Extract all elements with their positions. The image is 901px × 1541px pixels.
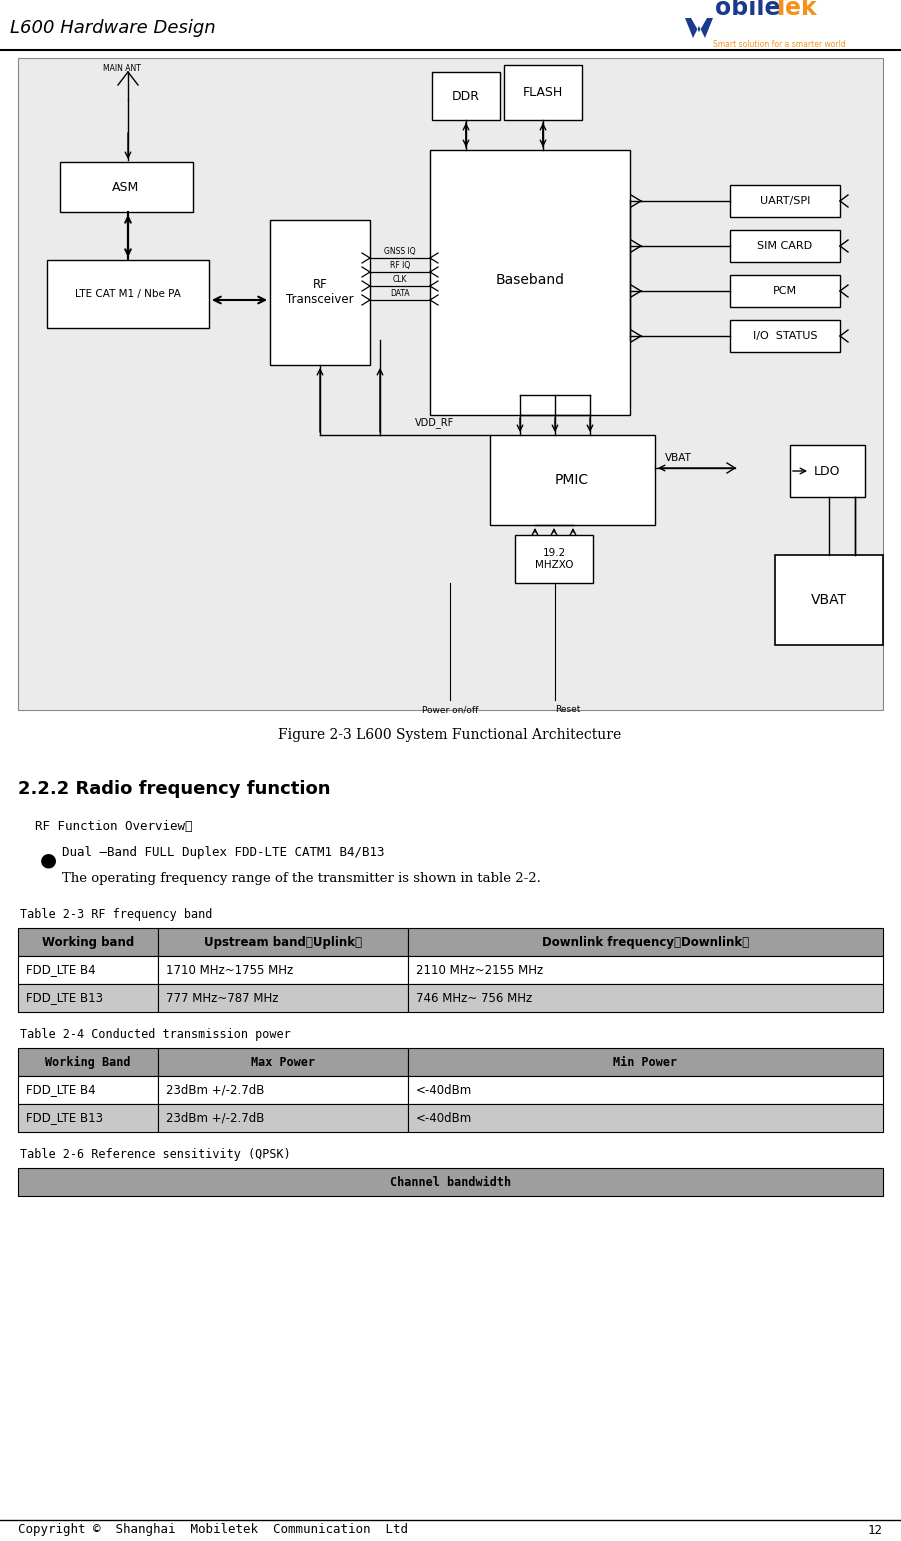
Bar — [18, 1168, 883, 1196]
Text: MAIN ANT: MAIN ANT — [103, 63, 141, 72]
Text: Channel bandwidth: Channel bandwidth — [390, 1176, 511, 1188]
Text: LTE CAT M1 / Nbe PA: LTE CAT M1 / Nbe PA — [75, 290, 181, 299]
Text: Table 2-3 RF frequency band: Table 2-3 RF frequency band — [20, 908, 213, 922]
Bar — [408, 955, 883, 985]
Bar — [158, 955, 408, 985]
Text: Power on/off: Power on/off — [422, 704, 478, 713]
Text: VBAT: VBAT — [665, 453, 692, 462]
Text: <-40dBm: <-40dBm — [416, 1083, 472, 1097]
Text: Reset: Reset — [555, 704, 580, 713]
Text: DDR: DDR — [452, 89, 480, 103]
Text: Upstream band（Uplink）: Upstream band（Uplink） — [204, 935, 362, 949]
Bar — [18, 955, 158, 985]
Text: Smart solution for a smarter world: Smart solution for a smarter world — [713, 40, 846, 49]
Text: DATA: DATA — [390, 290, 410, 297]
Bar — [432, 72, 500, 120]
Text: Table 2-6 Reference sensitivity (QPSK): Table 2-6 Reference sensitivity (QPSK) — [20, 1148, 291, 1160]
Text: <-40dBm: <-40dBm — [416, 1111, 472, 1125]
Text: Working band: Working band — [41, 935, 134, 949]
Bar — [18, 1048, 158, 1076]
Text: PMIC: PMIC — [555, 473, 589, 487]
Text: L600 Hardware Design: L600 Hardware Design — [10, 18, 215, 37]
Bar — [270, 220, 370, 365]
Text: SIM CARD: SIM CARD — [758, 240, 813, 251]
Bar — [408, 1048, 883, 1076]
Text: 1710 MHz~1755 MHz: 1710 MHz~1755 MHz — [166, 963, 293, 977]
Text: 777 MHz~787 MHz: 777 MHz~787 MHz — [166, 991, 278, 1005]
Bar — [47, 260, 209, 328]
Text: ●: ● — [40, 851, 57, 869]
Bar — [515, 535, 593, 582]
Text: RF
Transceiver: RF Transceiver — [287, 277, 354, 307]
Text: Tek: Tek — [773, 0, 818, 20]
Bar — [18, 1076, 158, 1103]
Text: 12: 12 — [868, 1524, 883, 1536]
Bar — [730, 321, 840, 351]
Text: 2.2.2 Radio frequency function: 2.2.2 Radio frequency function — [18, 780, 331, 798]
Bar — [60, 162, 193, 213]
Bar — [730, 185, 840, 217]
Text: 19.2
MHZXO: 19.2 MHZXO — [535, 549, 573, 570]
Text: LDO: LDO — [814, 464, 841, 478]
Bar — [490, 435, 655, 525]
Text: FDD_LTE B4: FDD_LTE B4 — [26, 1083, 96, 1097]
Text: CLK: CLK — [393, 274, 407, 284]
Text: 746 MHz~ 756 MHz: 746 MHz~ 756 MHz — [416, 991, 532, 1005]
Text: RF Function Overview：: RF Function Overview： — [35, 820, 193, 834]
Text: Copyright ©  Shanghai  Mobiletek  Communication  Ltd: Copyright © Shanghai Mobiletek Communica… — [18, 1524, 408, 1536]
Text: Working Band: Working Band — [45, 1056, 131, 1068]
Bar — [408, 985, 883, 1012]
Bar — [430, 149, 630, 415]
Bar — [158, 1048, 408, 1076]
Text: VDD_RF: VDD_RF — [415, 418, 455, 428]
Bar — [790, 445, 865, 498]
Text: Figure 2-3 L600 System Functional Architecture: Figure 2-3 L600 System Functional Archit… — [278, 727, 622, 743]
Bar — [408, 1076, 883, 1103]
Text: RF IQ: RF IQ — [390, 260, 410, 270]
Text: Min Power: Min Power — [614, 1056, 678, 1068]
Text: Dual –Band FULL Duplex FDD-LTE CATM1 B4/B13: Dual –Band FULL Duplex FDD-LTE CATM1 B4/… — [62, 846, 385, 858]
Bar — [158, 928, 408, 955]
Text: UART/SPI: UART/SPI — [760, 196, 810, 206]
Text: The operating frequency range of the transmitter is shown in table 2-2.: The operating frequency range of the tra… — [62, 872, 541, 885]
Polygon shape — [685, 18, 713, 39]
Text: 2110 MHz~2155 MHz: 2110 MHz~2155 MHz — [416, 963, 543, 977]
Bar — [158, 1076, 408, 1103]
Bar — [158, 985, 408, 1012]
Text: PCM: PCM — [773, 287, 797, 296]
Text: I/O  STATUS: I/O STATUS — [752, 331, 817, 341]
Text: Downlink frequency（Downlink）: Downlink frequency（Downlink） — [542, 935, 749, 949]
Text: Baseband: Baseband — [496, 273, 565, 287]
Text: 23dBm +/-2.7dB: 23dBm +/-2.7dB — [166, 1083, 264, 1097]
Text: FDD_LTE B13: FDD_LTE B13 — [26, 991, 103, 1005]
Text: FLASH: FLASH — [523, 85, 563, 99]
Bar — [408, 928, 883, 955]
Bar — [18, 928, 158, 955]
Text: Max Power: Max Power — [251, 1056, 315, 1068]
Bar — [18, 985, 158, 1012]
Text: VBAT: VBAT — [811, 593, 847, 607]
Text: GNSS IQ: GNSS IQ — [384, 247, 416, 256]
Bar — [18, 1103, 158, 1133]
Bar — [730, 230, 840, 262]
Bar — [408, 1103, 883, 1133]
Text: Table 2-4 Conducted transmission power: Table 2-4 Conducted transmission power — [20, 1028, 291, 1042]
Text: FDD_LTE B4: FDD_LTE B4 — [26, 963, 96, 977]
Text: FDD_LTE B13: FDD_LTE B13 — [26, 1111, 103, 1125]
Bar — [158, 1103, 408, 1133]
Text: obile: obile — [715, 0, 780, 20]
Bar — [18, 59, 883, 710]
Bar — [775, 555, 883, 646]
Bar — [730, 274, 840, 307]
Bar — [504, 65, 582, 120]
Text: 23dBm +/-2.7dB: 23dBm +/-2.7dB — [166, 1111, 264, 1125]
Text: ASM: ASM — [113, 180, 140, 194]
